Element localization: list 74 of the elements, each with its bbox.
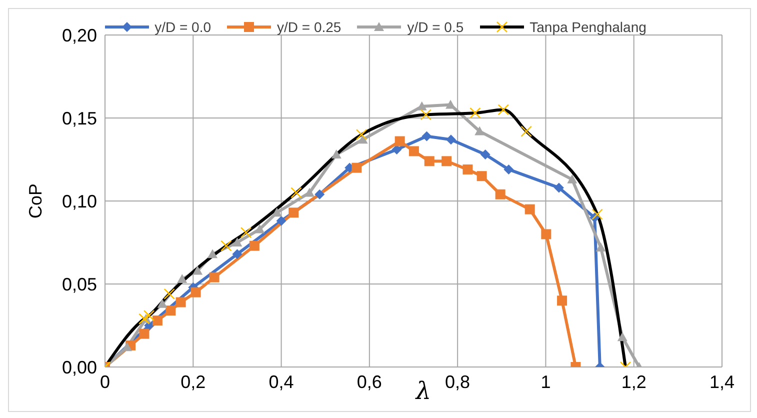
point <box>192 266 203 275</box>
point <box>541 229 552 240</box>
point <box>240 226 252 238</box>
point <box>462 164 473 174</box>
point <box>177 274 188 284</box>
point <box>209 272 220 282</box>
point <box>392 144 402 155</box>
point <box>442 156 452 166</box>
x-tick-label: 1,4 <box>709 372 735 392</box>
point <box>470 107 481 119</box>
point <box>476 171 487 182</box>
x-axis-title: λ <box>414 377 432 405</box>
point <box>220 240 232 252</box>
point <box>422 131 432 142</box>
point <box>288 208 299 218</box>
point <box>122 342 132 352</box>
x-tick-label: 1,2 <box>621 372 646 392</box>
point <box>166 306 176 316</box>
point <box>139 328 150 339</box>
y-tick-label: 0,15 <box>62 108 97 128</box>
legend-label: Tanpa Penghalang <box>530 19 646 35</box>
point <box>420 109 432 120</box>
point <box>498 104 510 116</box>
point <box>592 208 603 220</box>
point <box>254 224 265 234</box>
x-tick-label: 1 <box>540 372 551 392</box>
point <box>232 238 242 246</box>
point <box>272 208 282 217</box>
y-tick-label: 0,05 <box>62 274 97 294</box>
point <box>446 134 456 145</box>
point <box>520 126 532 137</box>
x-tick-label: 0,6 <box>356 372 382 392</box>
point <box>554 182 564 193</box>
y-tick-label: 0,00 <box>62 357 97 378</box>
point <box>304 188 314 197</box>
point <box>617 332 628 342</box>
point <box>157 298 168 308</box>
point <box>190 287 201 298</box>
y-tick-label: 0,10 <box>62 191 97 212</box>
point <box>331 150 342 159</box>
point <box>352 162 362 173</box>
point <box>446 100 456 109</box>
y-axis-title: CoP <box>25 183 46 219</box>
point <box>314 189 325 200</box>
point <box>567 174 578 184</box>
legend-label: y/D = 0.0 <box>154 19 211 35</box>
point <box>480 150 490 160</box>
point <box>356 128 368 140</box>
x-tick-label: 0,2 <box>180 372 206 392</box>
point <box>164 288 175 300</box>
point <box>424 156 434 166</box>
point <box>524 204 535 214</box>
point <box>408 146 419 156</box>
point <box>276 216 286 226</box>
point <box>557 296 568 306</box>
point <box>596 242 606 252</box>
point <box>394 136 405 146</box>
point <box>143 310 155 322</box>
point <box>249 240 260 251</box>
x-tick-label: 0,8 <box>445 372 470 392</box>
point <box>495 189 506 200</box>
point <box>152 316 162 326</box>
x-tick-label: 0 <box>100 372 110 392</box>
point <box>176 297 186 308</box>
point <box>290 187 302 198</box>
legend-label: y/D = 0.25 <box>277 19 342 35</box>
point <box>416 101 427 110</box>
point <box>474 126 485 136</box>
y-tick-label: 0,20 <box>62 25 97 46</box>
x-tick-label: 0,4 <box>268 372 294 392</box>
legend-label: y/D = 0.5 <box>407 19 464 35</box>
point <box>232 249 242 260</box>
point <box>504 164 514 174</box>
point <box>208 249 218 258</box>
